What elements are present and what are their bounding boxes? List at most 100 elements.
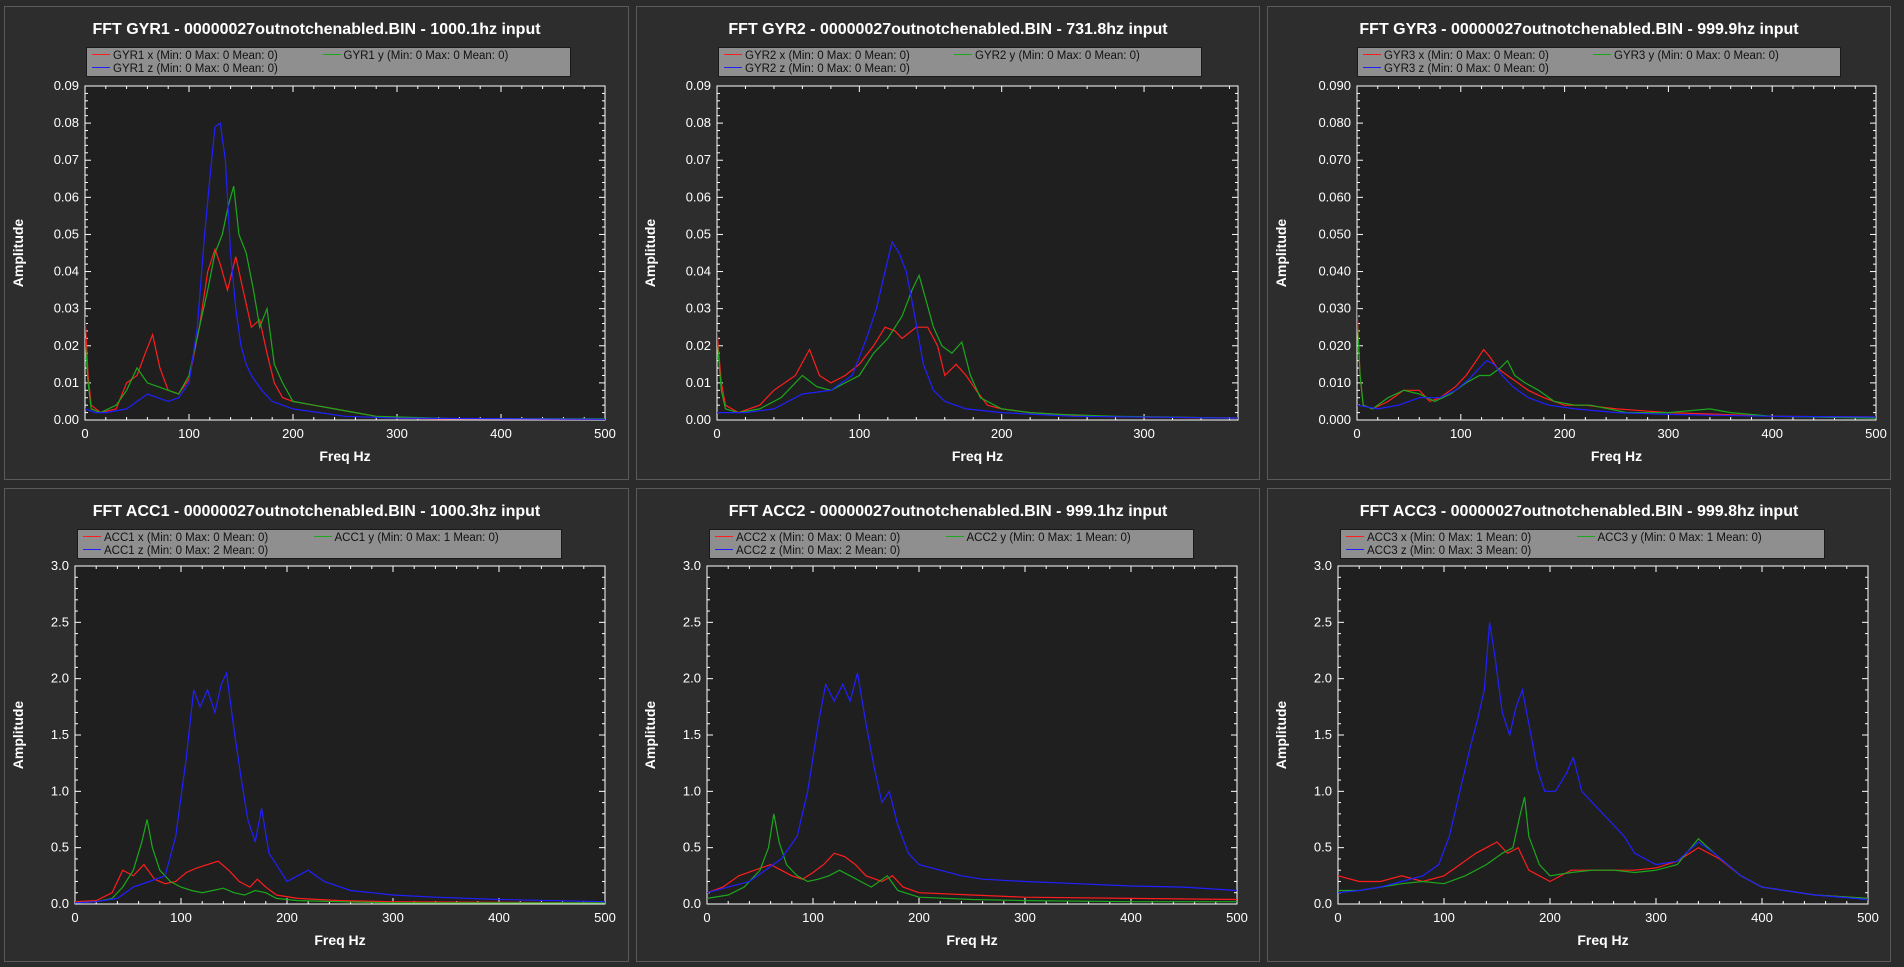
x-tick-label: 0 <box>713 426 720 441</box>
series-line-y <box>1338 796 1868 899</box>
legend-swatch-x <box>1363 54 1381 56</box>
y-tick-label: 0.01 <box>54 375 79 390</box>
series-line-z <box>717 240 1238 419</box>
x-tick-label: 400 <box>490 426 512 441</box>
series-line-x <box>75 860 605 904</box>
legend-entry-y: GYR2 y (Min: 0 Max: 0 Mean: 0) <box>951 49 1140 63</box>
y-tick-label: 0.060 <box>1318 189 1351 204</box>
legend-label: ACC3 y (Min: 0 Max: 1 Mean: 0) <box>1597 532 1762 544</box>
y-tick-label: 2.0 <box>51 671 69 686</box>
legend-entry-x: GYR2 x (Min: 0 Max: 0 Mean: 0) <box>721 49 910 63</box>
legend-label: GYR3 y (Min: 0 Max: 0 Mean: 0) <box>1614 50 1779 62</box>
legend-swatch-z <box>83 549 101 551</box>
legend-label: GYR1 y (Min: 0 Max: 0 Mean: 0) <box>343 50 509 62</box>
chart-title: FFT GYR1 - 00000027outnotchenabled.BIN -… <box>92 21 541 38</box>
x-tick-label: 400 <box>1761 426 1783 441</box>
fft-panel-2: 0.00 0.01 0.02 0.03 0.04 0.05 0.06 0.07 0.08 0.09… <box>636 6 1260 480</box>
y-tick-label: 0.03 <box>686 301 711 316</box>
x-tick-label: 100 <box>802 910 824 925</box>
y-tick-label: 0.02 <box>54 338 79 353</box>
legend-entry-x: ACC1 x (Min: 0 Max: 0 Mean: 0) <box>80 531 268 545</box>
legend-entry-z: GYR1 z (Min: 0 Max: 0 Mean: 0) <box>89 62 278 76</box>
fft-panel-3: 0.000 0.010 0.020 0.030 0.040 0.050 0.060 0.070… <box>1267 6 1891 480</box>
y-tick-label: 1.0 <box>1314 783 1332 798</box>
x-tick-label: 300 <box>1658 426 1680 441</box>
chart-svg: 0.000 0.010 0.020 0.030 0.040 0.050 0.060 0.070… <box>1273 78 1887 464</box>
x-tick-label: 500 <box>1865 426 1887 441</box>
fft-panel-5: 0.0 0.5 1.0 1.5 2.0 2.5 3.0 0 100 200 300 400 500 Fre… <box>636 488 1260 962</box>
legend: ACC1 x (Min: 0 Max: 0 Mean: 0) ACC1 y (Mi… <box>77 529 562 559</box>
y-axis-label: Amplitude <box>1273 701 1289 770</box>
y-tick-label: 2.5 <box>683 614 701 629</box>
legend-swatch-y <box>954 54 972 56</box>
legend-label: ACC2 z (Min: 0 Max: 2 Mean: 0) <box>736 545 901 557</box>
x-tick-label: 200 <box>1554 426 1576 441</box>
x-axis-label: Freq Hz <box>952 448 1003 464</box>
legend-entry-z: ACC2 z (Min: 0 Max: 2 Mean: 0) <box>712 544 900 558</box>
y-axis-label: Amplitude <box>10 701 26 770</box>
y-tick-label: 1.5 <box>51 727 69 742</box>
series-line-y <box>707 813 1237 903</box>
y-tick-label: 0.090 <box>1318 78 1351 93</box>
chart-svg: 0.0 0.5 1.0 1.5 2.0 2.5 3.0 0 100 200 300 400 500 Fre… <box>10 558 616 948</box>
legend-label: GYR3 z (Min: 0 Max: 0 Mean: 0) <box>1384 63 1549 75</box>
y-tick-label: 0.030 <box>1318 301 1351 316</box>
y-tick-label: 2.0 <box>1314 671 1332 686</box>
x-tick-label: 500 <box>594 910 616 925</box>
x-axis-label: Freq Hz <box>1577 932 1628 948</box>
legend-swatch-x <box>715 536 733 538</box>
legend: GYR3 x (Min: 0 Max: 0 Mean: 0) GYR3 y (Mi… <box>1357 47 1841 77</box>
y-axis-label: Amplitude <box>642 701 658 770</box>
y-tick-label: 1.5 <box>683 727 701 742</box>
chart-svg: 0.00 0.01 0.02 0.03 0.04 0.05 0.06 0.07 0.08 0.09… <box>642 78 1239 464</box>
legend-entry-y: GYR3 y (Min: 0 Max: 0 Mean: 0) <box>1590 49 1779 63</box>
legend-swatch-z <box>1363 67 1381 69</box>
y-tick-label: 3.0 <box>51 558 69 573</box>
legend-entry-z: ACC1 z (Min: 0 Max: 2 Mean: 0) <box>80 544 268 558</box>
series-line-x <box>1338 841 1868 899</box>
chart-title: FFT ACC3 - 00000027outnotchenabled.BIN -… <box>1359 503 1799 520</box>
legend-label: ACC1 z (Min: 0 Max: 2 Mean: 0) <box>104 545 269 557</box>
legend-entry-y: ACC3 y (Min: 0 Max: 1 Mean: 0) <box>1574 531 1762 545</box>
x-tick-label: 500 <box>1857 910 1879 925</box>
x-tick-label: 0 <box>1334 910 1341 925</box>
x-tick-label: 500 <box>594 426 616 441</box>
legend-entry-x: GYR1 x (Min: 0 Max: 0 Mean: 0) <box>89 49 278 63</box>
y-axis-label: Amplitude <box>642 219 658 288</box>
legend-swatch-x <box>724 54 742 56</box>
fft-panel-6: 0.0 0.5 1.0 1.5 2.0 2.5 3.0 0 100 200 300 400 500 Fre… <box>1267 488 1891 962</box>
y-tick-label: 1.0 <box>51 783 69 798</box>
y-tick-label: 0.04 <box>686 264 711 279</box>
y-tick-label: 1.0 <box>683 783 701 798</box>
y-tick-label: 0.0 <box>51 896 69 911</box>
chart-title: FFT ACC2 - 00000027outnotchenabled.BIN -… <box>728 503 1168 520</box>
x-tick-label: 500 <box>1226 910 1248 925</box>
series-line-y <box>1357 316 1876 419</box>
y-axis-label: Amplitude <box>1273 219 1289 288</box>
y-tick-label: 0.00 <box>686 412 711 427</box>
legend-entry-y: GYR1 y (Min: 0 Max: 0 Mean: 0) <box>320 49 509 63</box>
series-line-z <box>1338 622 1868 901</box>
y-tick-label: 2.0 <box>683 671 701 686</box>
legend-swatch-z <box>92 67 110 69</box>
legend: GYR1 x (Min: 0 Max: 0 Mean: 0) GYR1 y (Mi… <box>86 47 571 77</box>
chart-svg: 0.0 0.5 1.0 1.5 2.0 2.5 3.0 0 100 200 300 400 500 Fre… <box>642 558 1248 948</box>
y-tick-label: 2.5 <box>51 614 69 629</box>
plot-area <box>74 565 606 905</box>
legend-entry-y: ACC2 y (Min: 0 Max: 1 Mean: 0) <box>943 531 1131 545</box>
x-tick-label: 300 <box>386 426 408 441</box>
legend-swatch-z <box>1346 549 1364 551</box>
legend: ACC3 x (Min: 0 Max: 1 Mean: 0) ACC3 y (Mi… <box>1340 529 1825 559</box>
y-tick-label: 0.0 <box>1314 896 1332 911</box>
y-tick-label: 0.050 <box>1318 226 1351 241</box>
y-tick-label: 0.5 <box>51 840 69 855</box>
y-tick-label: 0.07 <box>686 152 711 167</box>
legend-label: GYR1 z (Min: 0 Max: 0 Mean: 0) <box>113 63 278 75</box>
legend-label: GYR2 x (Min: 0 Max: 0 Mean: 0) <box>745 50 910 62</box>
legend-swatch-y <box>1593 54 1611 56</box>
x-tick-label: 400 <box>488 910 510 925</box>
x-tick-label: 100 <box>170 910 192 925</box>
x-tick-label: 400 <box>1751 910 1773 925</box>
legend-label: GYR2 y (Min: 0 Max: 0 Mean: 0) <box>975 50 1140 62</box>
